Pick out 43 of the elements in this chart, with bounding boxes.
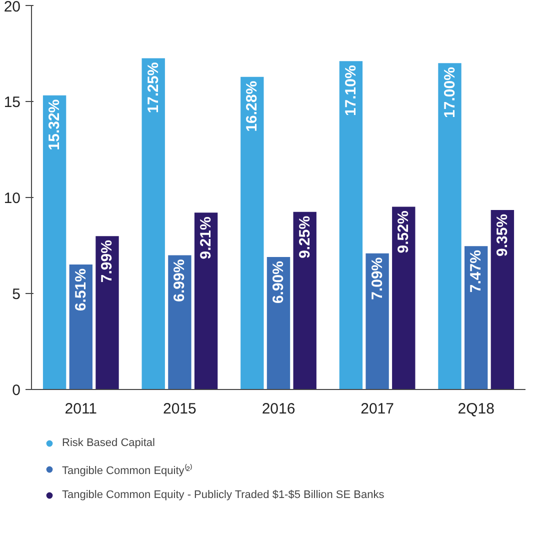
y-tick-label: 10 (4, 190, 21, 207)
data-label: 16.28% (244, 80, 261, 132)
bar (266, 257, 290, 390)
data-label: 6.90% (270, 261, 287, 304)
y-tick-label: 20 (4, 0, 21, 16)
x-tick-label: 2011 (64, 400, 98, 418)
legend-label: Tangible Common Equity⁽²⁾ (62, 463, 192, 476)
data-label: 17.10% (342, 65, 360, 116)
bar (392, 206, 416, 390)
bar (366, 253, 389, 390)
y-tick-label: 15 (4, 94, 21, 111)
x-tick-label: 2Q18 (458, 400, 494, 418)
bar (96, 236, 119, 390)
x-tick-label: 2017 (360, 400, 394, 418)
data-label: 9.25% (296, 216, 314, 258)
data-label: 9.35% (494, 214, 511, 257)
y-tick-label: 5 (12, 286, 20, 303)
bar (464, 246, 488, 390)
data-label: 7.47% (468, 250, 485, 293)
x-tick-label: 2016 (262, 400, 296, 418)
bar (42, 95, 66, 390)
data-label: 7.09% (368, 257, 386, 300)
data-label: 9.52% (395, 210, 412, 254)
bar (194, 212, 218, 390)
legend-label: Risk Based Capital (62, 437, 155, 449)
data-label: 15.32% (46, 99, 64, 150)
bar (293, 212, 316, 390)
bar (240, 76, 264, 390)
data-label: 17.00% (441, 67, 458, 118)
bar (142, 58, 165, 390)
bar (438, 63, 462, 390)
bar (339, 61, 363, 390)
data-label: 6.51% (72, 268, 90, 312)
y-tick-label: 0 (12, 382, 20, 399)
data-label: 6.99% (171, 259, 188, 302)
legend-label: Tangible Common Equity - Publicly Traded $1-$5 Billion SE Banks (62, 489, 384, 501)
bar (490, 210, 514, 390)
data-label: 17.25% (144, 62, 162, 114)
bar (168, 255, 192, 390)
data-label: 7.99% (98, 240, 116, 283)
data-label: 9.21% (198, 216, 215, 260)
x-tick-label: 2015 (163, 400, 196, 418)
bar (69, 264, 92, 390)
